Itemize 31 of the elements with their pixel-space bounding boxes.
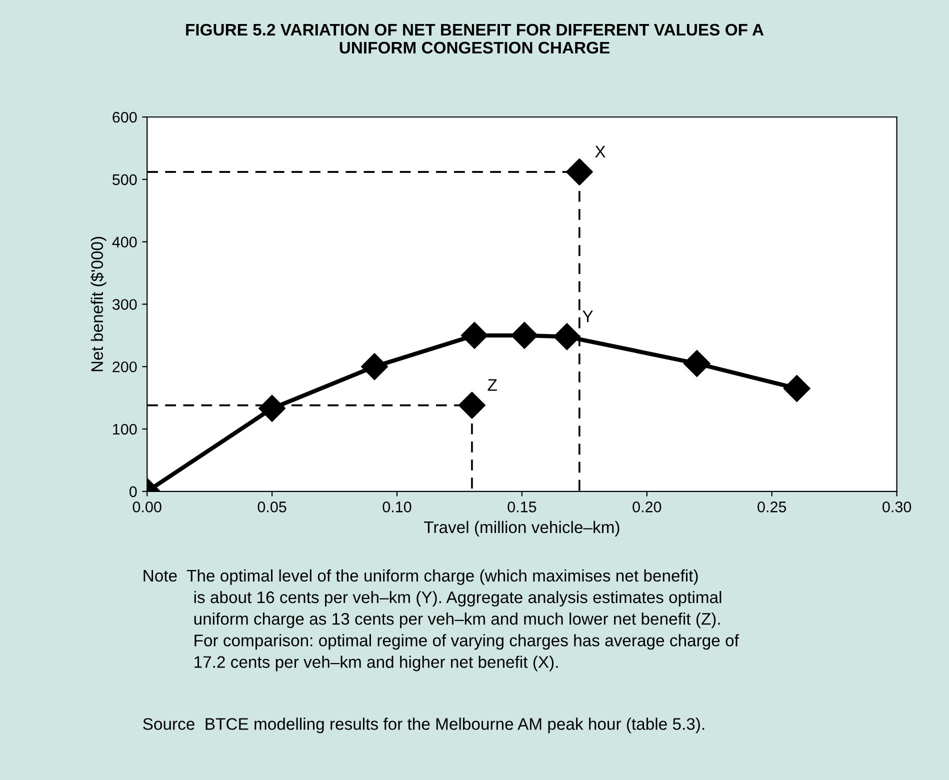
annotation: Z	[488, 379, 497, 391]
point	[461, 322, 488, 349]
text: Note The optimal level of the uniform charge (which maximises net benefit) is about 16 cents per veh–km (Y). Aggregate analysis estimates optimal uniform charge as 13 cents per veh–km and much lower net benefit (Z). For comparison: optimal regime of varying charges has average charge of 17.2 cents per veh–km and higher net benefit (X).	[144, 569, 739, 672]
annotation: X	[595, 146, 606, 158]
chart-title: FIGURE 5.2 VARIATION OF NET BENEFIT FOR DIFFERENT VALUES OF A UNIFORM CONGESTION CHARGE	[186, 24, 764, 54]
point	[361, 353, 388, 380]
x-tick-label: 0.25	[758, 502, 786, 512]
x-tick-label: 0.15	[508, 502, 536, 512]
point	[683, 350, 710, 377]
point	[458, 392, 486, 419]
x-tick-label: 0.10	[382, 502, 412, 512]
point	[566, 158, 593, 186]
x-tick-label: 0.00	[132, 502, 162, 512]
y-axis-title: Net benefit ($'000)	[90, 236, 106, 372]
point	[553, 323, 580, 350]
point	[783, 374, 810, 402]
y-tick-label: 100	[113, 424, 137, 435]
x-tick-label: 0.30	[882, 502, 912, 512]
x-tick-label: 0.05	[258, 502, 286, 512]
point	[258, 394, 286, 422]
point	[510, 322, 538, 349]
y-tick-label: 0	[129, 486, 137, 498]
annotation: Y	[582, 310, 593, 322]
source-note: Source BTCE modelling results for the Melbourne AM peak hour (table 5.3).	[143, 718, 704, 734]
y-tick-label: 200	[112, 361, 137, 372]
y-tick-label: 300	[112, 299, 137, 310]
x-axis-title: Travel (million vehicle–km)	[424, 520, 620, 536]
y-tick-label: 600	[112, 112, 137, 123]
y-tick-label: 400	[112, 236, 137, 248]
x-tick-label: 0.20	[632, 502, 662, 512]
y-tick-label: 500	[112, 174, 137, 186]
